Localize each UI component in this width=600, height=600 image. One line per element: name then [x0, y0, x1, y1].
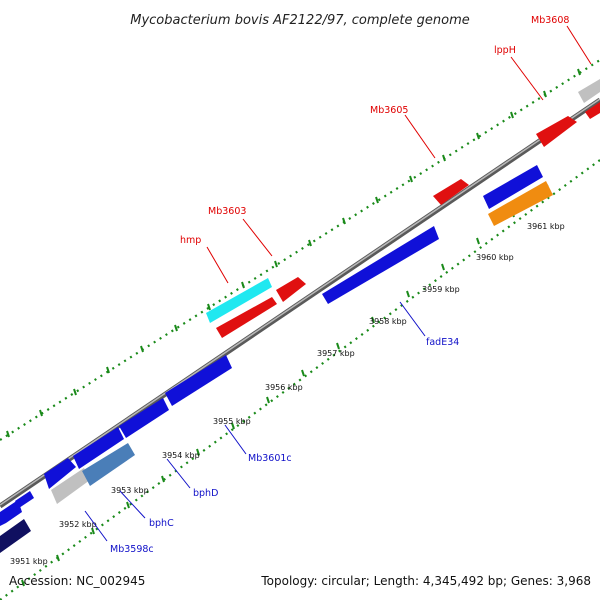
upper-ruler-major-ticks: [6, 68, 581, 438]
label-fade34: fadE34: [426, 337, 459, 348]
lower-ruler: [0, 159, 600, 600]
gene-arrow[interactable]: [119, 398, 169, 438]
gene-mb3603[interactable]: [276, 277, 306, 302]
genome-summary: Topology: circular; Length: 4,345,492 bp…: [260, 574, 591, 588]
label-mb3601c: Mb3601c: [248, 453, 292, 464]
tick-label: 3956 kbp: [265, 383, 303, 392]
gene-orange[interactable]: [488, 181, 553, 226]
upper-gene-labels: hmp Mb3603 Mb3605 lppH Mb3608: [180, 15, 592, 284]
accession-label: Accession: NC_002945: [9, 574, 145, 588]
reverse-strand-genes: [0, 165, 553, 553]
gene-arrow[interactable]: [44, 458, 76, 489]
label-mb3605: Mb3605: [370, 105, 408, 116]
tick-label: 3953 kbp: [111, 486, 149, 495]
tick-label: 3952 kbp: [59, 520, 97, 529]
label-bphc: bphC: [149, 518, 174, 529]
forward-strand-genes: [0, 79, 600, 522]
tick-label: 3954 kbp: [162, 451, 200, 460]
gene-arrow[interactable]: [483, 165, 543, 209]
tick-labels: 3951 kbp 3952 kbp 3953 kbp 3954 kbp 3955…: [10, 222, 565, 566]
gene-navy[interactable]: [0, 519, 31, 553]
label-mb3603: Mb3603: [208, 206, 246, 217]
tick-label: 3960 kbp: [476, 253, 514, 262]
gene-bphd[interactable]: [73, 427, 124, 469]
tick-label: 3961 kbp: [527, 222, 565, 231]
gene-arrow[interactable]: [0, 500, 22, 526]
gene-mb3602[interactable]: [216, 297, 277, 338]
gene-mb3598c[interactable]: [51, 468, 90, 504]
tick-label: 3959 kbp: [422, 285, 460, 294]
map-title: Mycobacterium bovis AF2122/97, complete …: [130, 13, 469, 28]
tick-label: 3957 kbp: [317, 349, 355, 358]
tick-label: 3958 kbp: [369, 317, 407, 326]
genome-backbone: [0, 97, 600, 509]
gene-bphc[interactable]: [82, 443, 135, 486]
gene-fade34[interactable]: [322, 226, 439, 304]
gene-lpph[interactable]: [536, 116, 577, 147]
gene-mb3601c[interactable]: [165, 355, 232, 406]
gene-hmp[interactable]: [206, 278, 272, 323]
tick-label: 3955 kbp: [213, 417, 251, 426]
label-lpph: lppH: [494, 45, 516, 56]
tick-label: 3951 kbp: [10, 557, 48, 566]
label-bphd: bphD: [193, 488, 218, 499]
gene-arrow[interactable]: [15, 491, 34, 508]
gene-mb3608[interactable]: [578, 79, 600, 103]
label-hmp: hmp: [180, 235, 201, 246]
lower-gene-labels: fadE34 Mb3601c bphD bphC Mb3598c: [84, 301, 459, 555]
gene-mb3605[interactable]: [433, 179, 469, 205]
gene-arrow[interactable]: [585, 102, 600, 119]
label-mb3608: Mb3608: [531, 15, 569, 26]
label-mb3598c: Mb3598c: [110, 544, 154, 555]
